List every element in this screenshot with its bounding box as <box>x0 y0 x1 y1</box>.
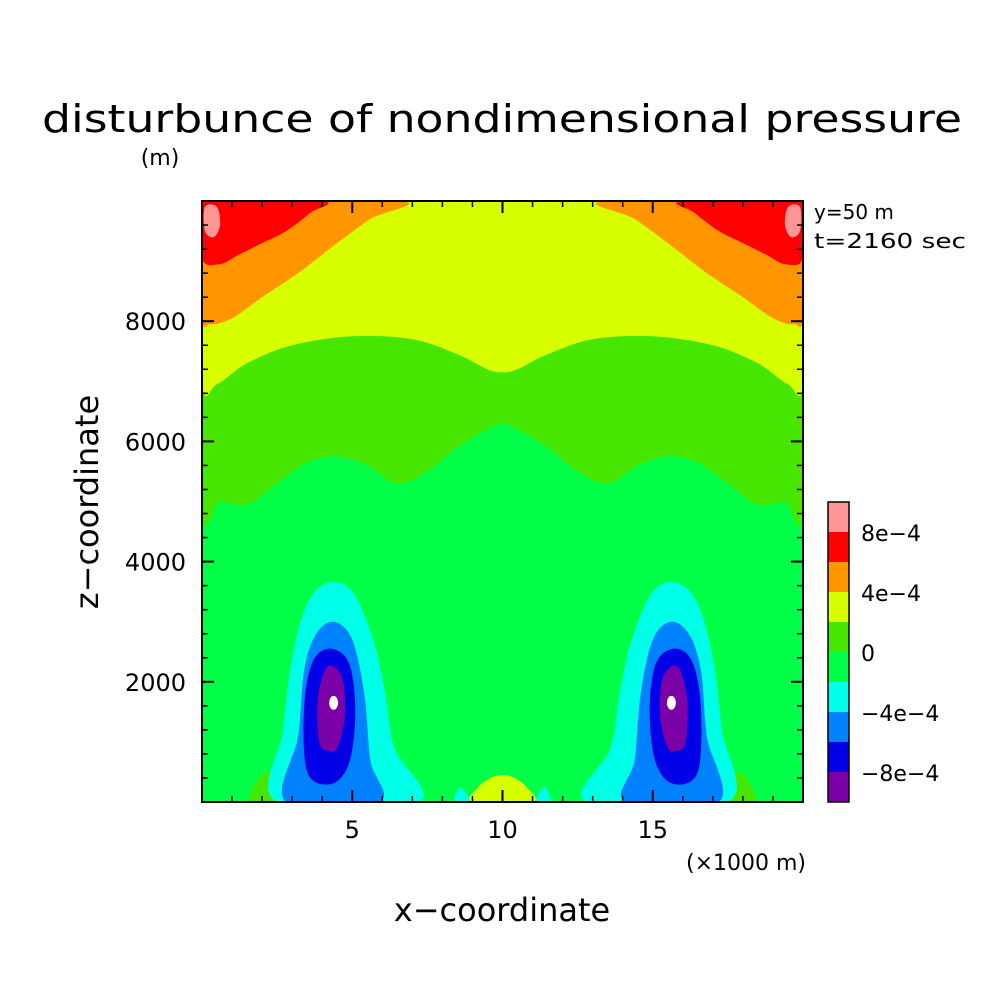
colorbar-swatch-2 <box>828 712 849 742</box>
y-tick-label-2: 6000 <box>125 428 186 456</box>
contour-region-4 <box>202 201 803 397</box>
colorbar-swatch-7 <box>828 562 849 592</box>
chart-title: disturbunce of nondimensional pressure <box>42 97 962 141</box>
contour-region-15 <box>535 787 551 802</box>
contour-region-9 <box>676 201 803 266</box>
colorbar-label-4: 8e−4 <box>861 522 921 547</box>
colorbar-swatch-4 <box>828 652 849 682</box>
min-marker-0 <box>329 695 339 710</box>
min-marker-1 <box>666 695 676 710</box>
colorbar-label-3: 4e−4 <box>861 582 921 607</box>
colorbar-swatch-0 <box>828 772 849 802</box>
colorbar-swatch-6 <box>828 592 849 622</box>
x-tick-label-2: 15 <box>637 816 668 844</box>
contour-region-14 <box>454 787 470 802</box>
colorbar-swatch-8 <box>828 532 849 562</box>
colorbar-swatch-9 <box>828 502 849 532</box>
contour-region-8 <box>202 201 329 266</box>
colorbar-swatch-3 <box>828 682 849 712</box>
contour-region-11 <box>784 204 802 238</box>
y-tick-label-1: 4000 <box>125 549 186 577</box>
x-tick-label-1: 10 <box>487 816 518 844</box>
annotation-y: y=50 m <box>814 200 894 224</box>
y-axis-label: z−coordinate <box>68 395 106 609</box>
y-axis-ticks: 2000 4000 6000 8000 <box>125 308 803 697</box>
x-unit-label: (×1000 m) <box>686 851 806 876</box>
x-axis-ticks: 5 10 15 <box>345 201 668 844</box>
colorbar-label-1: −4e−4 <box>861 702 939 727</box>
x-tick-label-0: 5 <box>345 816 360 844</box>
colorbar-label-0: −8e−4 <box>861 762 939 787</box>
x-axis-label: x−coordinate <box>394 891 610 929</box>
contour-field <box>202 201 803 802</box>
colorbar-swatch-1 <box>828 742 849 772</box>
colorbar-label-2: 0 <box>861 642 875 667</box>
annotation-t: t=2160 sec <box>814 229 966 253</box>
colorbar <box>827 501 850 803</box>
units-label: (m) <box>141 146 180 171</box>
y-tick-label-3: 8000 <box>125 308 186 336</box>
contour-region-5 <box>469 775 536 802</box>
contour-region-10 <box>203 204 221 238</box>
y-tick-label-0: 2000 <box>125 669 186 697</box>
minor-ticks <box>202 201 803 802</box>
colorbar-labels: −8e−4 −4e−4 0 4e−4 8e−4 <box>861 522 939 787</box>
colorbar-frame <box>827 501 850 803</box>
colorbar-swatch-5 <box>828 622 849 652</box>
